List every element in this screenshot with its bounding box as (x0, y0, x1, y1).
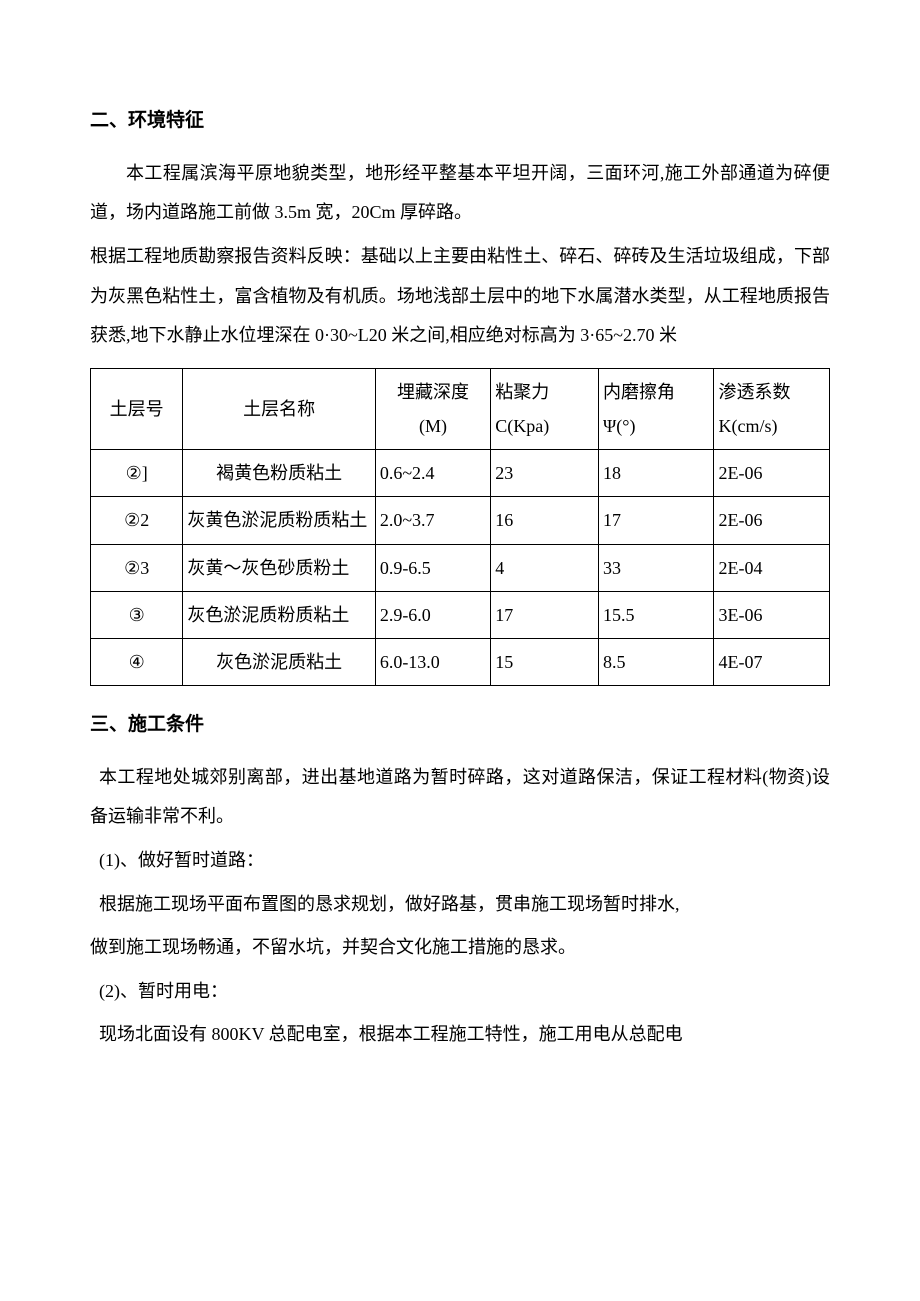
table-row: ②2 灰黄色淤泥质粉质粘土 2.0~3.7 16 17 2E-06 (91, 497, 830, 544)
cell-cohesion: 15 (491, 638, 599, 685)
header-depth-line1: 埋藏深度 (397, 382, 469, 402)
cell-permeability: 4E-07 (714, 638, 830, 685)
cell-layer-id: ②2 (91, 497, 183, 544)
cell-friction: 33 (599, 544, 714, 591)
table-header-friction: 内磨擦角 Ψ(°) (599, 368, 714, 449)
header-depth-line2: (M) (419, 416, 447, 436)
header-permeability-line1: 渗透系数 (718, 382, 790, 402)
cell-layer-id: ③ (91, 591, 183, 638)
table-header-layer-name: 土层名称 (183, 368, 375, 449)
cell-permeability: 2E-04 (714, 544, 830, 591)
section-3-item-1-title: (1)、做好暂时道路： (90, 841, 830, 881)
table-row: ④ 灰色淤泥质粘土 6.0-13.0 15 8.5 4E-07 (91, 638, 830, 685)
section-2-heading: 二、环境特征 (90, 100, 830, 142)
cell-layer-name: 褐黄色粉质粘土 (183, 450, 375, 497)
cell-depth: 0.6~2.4 (375, 450, 490, 497)
cell-cohesion: 17 (491, 591, 599, 638)
cell-layer-id: ②] (91, 450, 183, 497)
table-row: ②3 灰黄～灰色砂质粉土 0.9-6.5 4 33 2E-04 (91, 544, 830, 591)
section-3-item-2-title: (2)、暂时用电： (90, 972, 830, 1012)
header-friction-line1: 内磨擦角 (603, 382, 675, 402)
cell-layer-id: ④ (91, 638, 183, 685)
cell-depth: 2.9-6.0 (375, 591, 490, 638)
cell-depth: 6.0-13.0 (375, 638, 490, 685)
header-cohesion-line2: C(Kpa) (495, 416, 549, 436)
cell-depth: 2.0~3.7 (375, 497, 490, 544)
cell-cohesion: 16 (491, 497, 599, 544)
table-row: ②] 褐黄色粉质粘土 0.6~2.4 23 18 2E-06 (91, 450, 830, 497)
header-friction-line2: Ψ(°) (603, 416, 635, 436)
table-header-depth: 埋藏深度 (M) (375, 368, 490, 449)
cell-layer-name: 灰色淤泥质粉质粘土 (183, 591, 375, 638)
section-3-item-2-line-1: 现场北面设有 800KV 总配电室，根据本工程施工特性，施工用电从总配电 (90, 1015, 830, 1055)
cell-layer-id: ②3 (91, 544, 183, 591)
section-2-paragraph-1: 本工程属滨海平原地貌类型，地形经平整基本平坦开阔，三面环河,施工外部通道为碎便道… (90, 154, 830, 233)
cell-friction: 17 (599, 497, 714, 544)
table-header-permeability: 渗透系数 K(cm/s) (714, 368, 830, 449)
cell-permeability: 3E-06 (714, 591, 830, 638)
section-2-paragraph-2: 根据工程地质勘察报告资料反映：基础以上主要由粘性土、碎石、碎砖及生活垃圾组成，下… (90, 237, 830, 356)
section-3-item-1-line-2: 做到施工现场畅通，不留水坑，并契合文化施工措施的恳求。 (90, 928, 830, 968)
header-cohesion-line1: 粘聚力 (495, 382, 549, 402)
cell-friction: 8.5 (599, 638, 714, 685)
table-header-layer-id: 土层号 (91, 368, 183, 449)
section-3-item-1-line-1: 根据施工现场平面布置图的恳求规划，做好路基，贯串施工现场暂时排水, (90, 885, 830, 925)
cell-permeability: 2E-06 (714, 450, 830, 497)
cell-permeability: 2E-06 (714, 497, 830, 544)
cell-layer-name: 灰色淤泥质粘土 (183, 638, 375, 685)
cell-friction: 15.5 (599, 591, 714, 638)
cell-layer-name: 灰黄～灰色砂质粉土 (183, 544, 375, 591)
soil-layer-table: 土层号 土层名称 埋藏深度 (M) 粘聚力 C(Kpa) 内磨擦角 Ψ(°) 渗… (90, 368, 830, 686)
cell-cohesion: 23 (491, 450, 599, 497)
cell-cohesion: 4 (491, 544, 599, 591)
cell-depth: 0.9-6.5 (375, 544, 490, 591)
table-header-row: 土层号 土层名称 埋藏深度 (M) 粘聚力 C(Kpa) 内磨擦角 Ψ(°) 渗… (91, 368, 830, 449)
cell-layer-name: 灰黄色淤泥质粉质粘土 (183, 497, 375, 544)
section-3-paragraph-1: 本工程地处城郊别离部，进出基地道路为暂时碎路，这对道路保洁，保证工程材料(物资)… (90, 758, 830, 837)
table-header-cohesion: 粘聚力 C(Kpa) (491, 368, 599, 449)
table-row: ③ 灰色淤泥质粉质粘土 2.9-6.0 17 15.5 3E-06 (91, 591, 830, 638)
header-permeability-line2: K(cm/s) (718, 416, 777, 436)
section-3-heading: 三、施工条件 (90, 704, 830, 746)
cell-friction: 18 (599, 450, 714, 497)
